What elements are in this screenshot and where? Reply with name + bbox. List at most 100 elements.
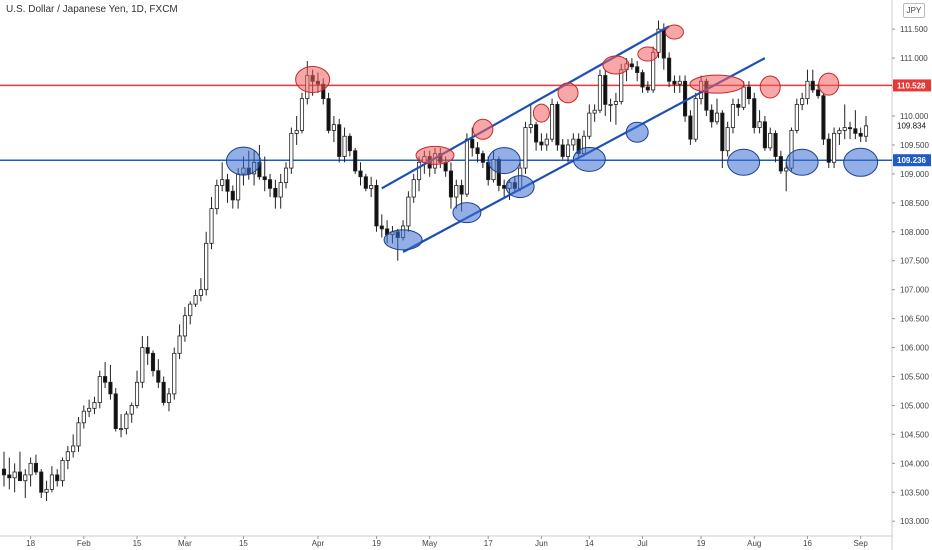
candle-body [459, 185, 464, 195]
low-marker [727, 148, 761, 176]
candle-body [736, 104, 741, 108]
y-tick-label: 106.500 [900, 315, 929, 324]
currency-unit-badge[interactable]: JPY [903, 3, 925, 18]
candle-body [502, 185, 507, 189]
candle-body [209, 208, 214, 244]
candle-body [613, 101, 618, 105]
candle-body [816, 89, 821, 97]
x-tick-label: Jun [535, 539, 548, 548]
candle-body [193, 295, 198, 305]
chart-title: U.S. Dollar / Japanese Yen, 1D, FXCM [6, 4, 178, 15]
candle-body [12, 471, 17, 479]
candle-body [714, 112, 720, 123]
candle-body [821, 95, 826, 140]
candle-body [560, 144, 565, 157]
candle-body [416, 161, 422, 181]
candle-body [87, 407, 92, 412]
low-marker [625, 121, 649, 143]
candle-body [757, 121, 762, 128]
candle-body [752, 98, 757, 128]
candle-body [608, 104, 613, 106]
high-marker [689, 74, 745, 94]
candle-body [784, 167, 789, 172]
candles [1, 20, 869, 501]
candle-body [661, 28, 666, 59]
candle-body [746, 86, 751, 100]
candle-body [278, 182, 283, 198]
candle-body [374, 185, 379, 227]
low-marker [225, 146, 261, 176]
high-marker [415, 145, 455, 165]
candle-body [709, 109, 714, 123]
candle-body [853, 128, 858, 134]
candle-body [198, 289, 203, 296]
candle-body [326, 98, 331, 131]
y-tick-label: 111.000 [900, 54, 928, 63]
candle-body [773, 132, 778, 157]
candle-body [619, 69, 624, 102]
y-tick-label: 108.000 [900, 228, 929, 237]
candle-body [837, 130, 842, 134]
high-marker [818, 72, 840, 96]
x-tick-label: 19 [697, 539, 706, 548]
x-tick-label: 14 [585, 539, 594, 548]
candle-body [129, 405, 134, 415]
candle-body [534, 124, 539, 143]
high-marker [532, 103, 550, 123]
candle-body [523, 127, 528, 169]
candle-body [81, 410, 86, 424]
candle-body [369, 185, 374, 189]
y-tick-label: 111.500 [900, 25, 928, 34]
candle-body [156, 370, 161, 383]
candle-body [480, 153, 485, 163]
candle-body [150, 352, 156, 372]
candle-body [358, 170, 363, 178]
candle-body [592, 109, 597, 114]
candle-body [464, 138, 469, 195]
low-marker [572, 146, 606, 172]
y-tick-label: 107.000 [900, 286, 929, 295]
candle-body [677, 80, 682, 85]
candle-body [571, 138, 576, 146]
candle-body [177, 335, 182, 354]
y-tick-label: 109.500 [900, 141, 929, 150]
candle-body [7, 474, 12, 479]
candle-body [810, 80, 815, 91]
pattern-annotations [225, 24, 879, 253]
y-tick-label: 104.000 [900, 459, 929, 468]
high-marker [759, 75, 781, 99]
high-marker [472, 118, 494, 140]
candle-body [768, 132, 773, 149]
candle-body [528, 124, 533, 128]
candle-body [645, 86, 650, 91]
candle-body [863, 125, 869, 137]
candle-body [353, 150, 358, 172]
low-marker [383, 229, 423, 251]
x-tick-label: Mar [178, 539, 192, 548]
candle-body [832, 132, 837, 163]
candle-body [289, 132, 294, 169]
candle-body [800, 98, 805, 105]
support-price-label [893, 154, 931, 167]
candle-body [220, 179, 225, 186]
y-tick-label: 107.500 [900, 257, 929, 266]
candle-body [76, 422, 81, 447]
candle-body [140, 347, 145, 383]
x-tick-label: Jul [637, 539, 647, 548]
candle-body [720, 112, 725, 152]
y-tick-label: 105.500 [900, 372, 929, 381]
candle-body [299, 98, 305, 131]
high-marker [637, 46, 659, 62]
candle-body [858, 132, 863, 137]
x-tick-label: 15 [239, 539, 248, 548]
candle-body [124, 413, 129, 429]
high-marker [295, 66, 331, 94]
candle-body [71, 445, 76, 453]
candle-body [28, 462, 33, 476]
x-tick-label: Apr [312, 539, 325, 548]
candle-body [103, 376, 108, 383]
candle-body [49, 474, 54, 490]
candle-body [656, 28, 661, 53]
candle-body [672, 80, 677, 85]
